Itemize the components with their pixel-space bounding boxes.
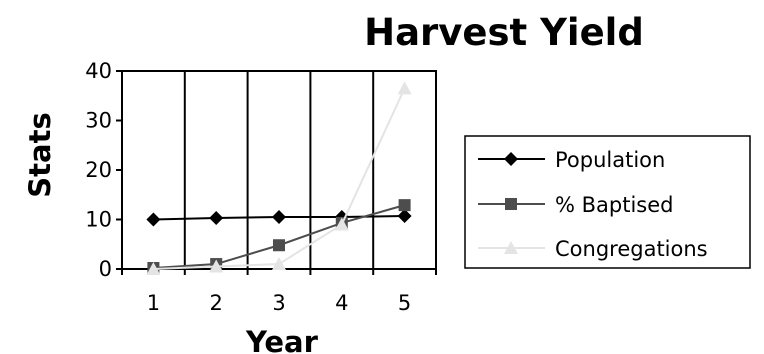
x-tick-label: 3 — [272, 291, 285, 315]
legend-item: Population — [478, 148, 665, 172]
y-tick-label: 10 — [85, 208, 112, 232]
data-point — [146, 262, 161, 275]
legend-item: % Baptised — [478, 193, 674, 217]
legend-marker — [505, 198, 517, 210]
plot-area: 0 10 20 30 40 1 2 3 4 5 — [85, 59, 437, 315]
data-point — [398, 199, 411, 212]
legend-items: Population % Baptised Congregations — [478, 148, 708, 261]
y-ticks: 0 10 20 30 40 — [85, 59, 122, 281]
y-axis-label: Stats — [23, 112, 57, 197]
legend-marker — [504, 241, 518, 254]
legend-label: Congregations — [555, 237, 708, 261]
x-axis-label: Year — [245, 325, 319, 354]
data-point — [397, 81, 412, 95]
plot-frame — [121, 70, 437, 270]
data-point — [334, 217, 349, 231]
legend-label: Population — [555, 148, 665, 172]
x-tick-label: 1 — [147, 291, 160, 315]
series-congregations — [146, 81, 412, 275]
legend-label: % Baptised — [555, 193, 674, 217]
y-tick-label: 40 — [85, 59, 112, 83]
legend: Population % Baptised Congregations — [464, 135, 751, 269]
legend-item: Congregations — [478, 237, 708, 261]
data-point — [209, 259, 224, 273]
y-tick-label: 0 — [99, 257, 112, 281]
data-point — [146, 212, 161, 227]
x-tick-label: 2 — [210, 291, 223, 315]
data-point — [272, 257, 286, 271]
y-tick-label: 20 — [85, 158, 112, 182]
data-point — [397, 209, 412, 224]
data-point — [209, 211, 224, 226]
gridlines — [183, 71, 375, 269]
x-tick-label: 5 — [398, 291, 411, 315]
legend-marker — [504, 152, 518, 166]
chart-title: Harvest Yield — [364, 11, 644, 54]
data-point — [273, 239, 285, 252]
series-group — [146, 81, 412, 275]
y-tick-label: 30 — [85, 109, 112, 133]
data-point — [272, 210, 286, 225]
x-ticks: 1 2 3 4 5 — [121, 269, 437, 315]
x-tick-label: 4 — [335, 291, 348, 315]
